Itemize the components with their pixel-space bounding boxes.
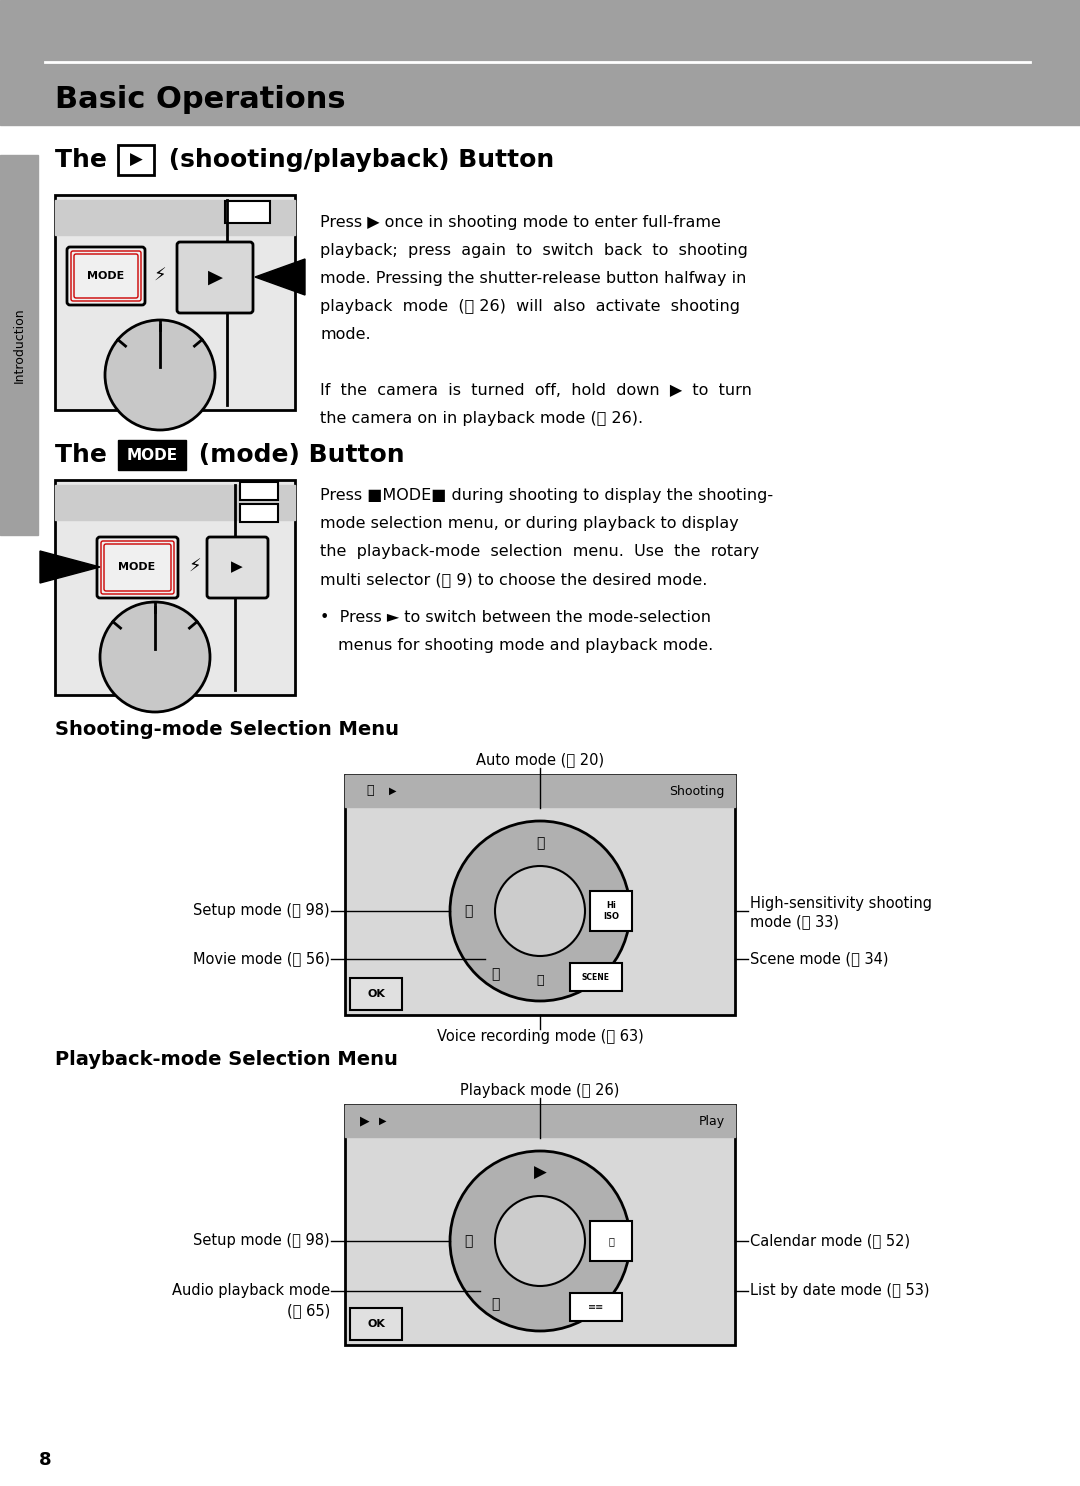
Text: 📷: 📷 bbox=[536, 837, 544, 850]
Text: The: The bbox=[55, 149, 116, 172]
Circle shape bbox=[450, 820, 630, 1002]
Text: 8: 8 bbox=[39, 1450, 52, 1470]
Text: playback  mode  (Ⓜ 26)  will  also  activate  shooting: playback mode (Ⓜ 26) will also activate … bbox=[320, 299, 740, 314]
Text: If  the  camera  is  turned  off,  hold  down  ▶  to  turn: If the camera is turned off, hold down ▶… bbox=[320, 383, 752, 398]
Text: 📷: 📷 bbox=[366, 785, 374, 798]
Text: ≡≡: ≡≡ bbox=[588, 1302, 604, 1312]
Text: mode.: mode. bbox=[320, 327, 370, 342]
Text: SCENE: SCENE bbox=[582, 972, 610, 981]
Text: Audio playback mode: Audio playback mode bbox=[172, 1284, 330, 1299]
Bar bbox=[240, 504, 278, 522]
Text: ▶: ▶ bbox=[379, 1116, 387, 1126]
Text: ▶: ▶ bbox=[130, 152, 143, 169]
Bar bbox=[570, 1293, 622, 1321]
FancyBboxPatch shape bbox=[207, 536, 268, 597]
Text: ▶: ▶ bbox=[231, 560, 243, 575]
Text: Voice recording mode (Ⓜ 63): Voice recording mode (Ⓜ 63) bbox=[436, 1030, 644, 1045]
Text: (shooting/playback) Button: (shooting/playback) Button bbox=[160, 149, 554, 172]
Text: (mode) Button: (mode) Button bbox=[190, 443, 405, 467]
FancyBboxPatch shape bbox=[97, 536, 178, 597]
Text: Play: Play bbox=[699, 1114, 725, 1128]
Text: Playback-mode Selection Menu: Playback-mode Selection Menu bbox=[55, 1051, 397, 1068]
Bar bbox=[55, 484, 295, 520]
Text: mode. Pressing the shutter-release button halfway in: mode. Pressing the shutter-release butto… bbox=[320, 270, 746, 285]
Bar bbox=[350, 1308, 402, 1340]
Bar bbox=[345, 1106, 735, 1137]
Text: ⚡: ⚡ bbox=[153, 267, 166, 285]
Text: OK: OK bbox=[367, 990, 384, 999]
Text: mode selection menu, or during playback to display: mode selection menu, or during playback … bbox=[320, 516, 739, 531]
Text: 🔈: 🔈 bbox=[490, 1297, 499, 1311]
Text: 🎬: 🎬 bbox=[490, 967, 499, 981]
FancyBboxPatch shape bbox=[55, 480, 295, 695]
Bar bbox=[0, 155, 38, 535]
Text: Hi
ISO: Hi ISO bbox=[603, 902, 619, 921]
Bar bbox=[570, 963, 622, 991]
Text: mode (Ⓜ 33): mode (Ⓜ 33) bbox=[750, 914, 839, 929]
Bar bbox=[350, 978, 402, 1010]
Text: 🔧: 🔧 bbox=[463, 1233, 472, 1248]
Polygon shape bbox=[40, 551, 100, 583]
Bar bbox=[345, 1106, 735, 1345]
Polygon shape bbox=[255, 259, 305, 296]
Text: MODE: MODE bbox=[126, 447, 177, 462]
Text: OK: OK bbox=[367, 1320, 384, 1328]
FancyBboxPatch shape bbox=[177, 242, 253, 314]
Text: Scene mode (Ⓜ 34): Scene mode (Ⓜ 34) bbox=[750, 951, 889, 966]
Text: ⚡: ⚡ bbox=[189, 559, 201, 577]
Bar bbox=[118, 440, 186, 470]
Text: ▶: ▶ bbox=[361, 1114, 369, 1128]
Circle shape bbox=[450, 1152, 630, 1331]
Text: High-sensitivity shooting: High-sensitivity shooting bbox=[750, 896, 932, 911]
Bar bbox=[240, 481, 278, 499]
Text: ▶: ▶ bbox=[389, 786, 396, 796]
Text: Shooting-mode Selection Menu: Shooting-mode Selection Menu bbox=[55, 721, 399, 739]
Text: multi selector (Ⓜ 9) to choose the desired mode.: multi selector (Ⓜ 9) to choose the desir… bbox=[320, 572, 707, 587]
Bar bbox=[225, 201, 270, 223]
Bar bbox=[118, 146, 154, 175]
Text: Press ■MODE■ during shooting to display the shooting-: Press ■MODE■ during shooting to display … bbox=[320, 487, 773, 502]
Text: MODE: MODE bbox=[87, 270, 124, 281]
Text: Calendar mode (Ⓜ 52): Calendar mode (Ⓜ 52) bbox=[750, 1233, 910, 1248]
Text: the camera on in playback mode (Ⓜ 26).: the camera on in playback mode (Ⓜ 26). bbox=[320, 412, 643, 426]
Text: Movie mode (Ⓜ 56): Movie mode (Ⓜ 56) bbox=[193, 951, 330, 966]
Text: List by date mode (Ⓜ 53): List by date mode (Ⓜ 53) bbox=[750, 1284, 930, 1299]
Text: ▶: ▶ bbox=[534, 1164, 546, 1181]
Text: Shooting: Shooting bbox=[670, 785, 725, 798]
Text: 📅: 📅 bbox=[608, 1236, 613, 1245]
Text: Playback mode (Ⓜ 26): Playback mode (Ⓜ 26) bbox=[460, 1082, 620, 1098]
Text: (Ⓜ 65): (Ⓜ 65) bbox=[287, 1303, 330, 1318]
Text: ▶: ▶ bbox=[207, 267, 222, 287]
Bar bbox=[590, 892, 632, 932]
Text: 🔧: 🔧 bbox=[463, 903, 472, 918]
Text: Basic Operations: Basic Operations bbox=[55, 86, 346, 114]
Text: Press ▶ once in shooting mode to enter full-frame: Press ▶ once in shooting mode to enter f… bbox=[320, 215, 720, 230]
Text: Setup mode (Ⓜ 98): Setup mode (Ⓜ 98) bbox=[193, 1233, 330, 1248]
Bar bbox=[345, 776, 735, 1015]
Text: menus for shooting mode and playback mode.: menus for shooting mode and playback mod… bbox=[338, 637, 713, 652]
Circle shape bbox=[100, 602, 210, 712]
Text: Introduction: Introduction bbox=[13, 308, 26, 383]
Circle shape bbox=[495, 866, 585, 955]
Text: The: The bbox=[55, 443, 116, 467]
Bar bbox=[345, 776, 735, 807]
Bar bbox=[590, 1221, 632, 1262]
Bar bbox=[0, 0, 1080, 125]
Text: Setup mode (Ⓜ 98): Setup mode (Ⓜ 98) bbox=[193, 903, 330, 918]
Text: MODE: MODE bbox=[119, 562, 156, 572]
Circle shape bbox=[495, 1196, 585, 1285]
FancyBboxPatch shape bbox=[55, 195, 295, 410]
Text: Auto mode (Ⓜ 20): Auto mode (Ⓜ 20) bbox=[476, 752, 604, 767]
Bar bbox=[55, 201, 295, 235]
Circle shape bbox=[105, 319, 215, 429]
Text: •  Press ► to switch between the mode-selection: • Press ► to switch between the mode-sel… bbox=[320, 609, 711, 626]
Text: 🎤: 🎤 bbox=[537, 975, 543, 988]
FancyBboxPatch shape bbox=[67, 247, 145, 305]
Text: the  playback-mode  selection  menu.  Use  the  rotary: the playback-mode selection menu. Use th… bbox=[320, 544, 759, 559]
Text: playback;  press  again  to  switch  back  to  shooting: playback; press again to switch back to … bbox=[320, 244, 747, 259]
